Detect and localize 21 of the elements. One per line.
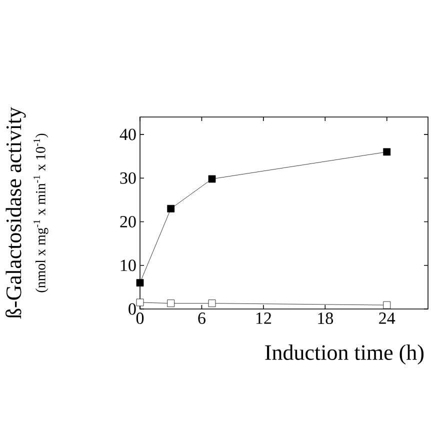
point xyxy=(167,300,175,308)
x-tick-label: 12 xyxy=(256,312,271,324)
y-axis-title: ß-Galactosidase activity xyxy=(6,107,26,319)
x-tick-label: 6 xyxy=(198,312,206,324)
x-tick-label: 18 xyxy=(318,312,334,324)
point xyxy=(383,148,391,156)
point xyxy=(136,279,144,287)
x-tick-label: 0 xyxy=(136,312,144,324)
point xyxy=(167,204,175,212)
y-tick-label: 40 xyxy=(120,128,136,140)
point xyxy=(383,301,391,309)
point xyxy=(208,175,216,183)
y-tick-label: 20 xyxy=(120,216,136,228)
x-axis-title: Induction time (h) xyxy=(265,344,424,364)
y-tick-label: 10 xyxy=(120,260,136,272)
y-tick-label: 0 xyxy=(128,303,136,315)
point xyxy=(208,300,216,308)
point xyxy=(136,298,144,306)
x-tick-label: 24 xyxy=(379,312,396,324)
text: (nmol x mg$^{-1}$ x min$^{-1}$ x 10$^{-1}$) xyxy=(34,134,48,292)
y-tick-label: 30 xyxy=(120,172,136,184)
